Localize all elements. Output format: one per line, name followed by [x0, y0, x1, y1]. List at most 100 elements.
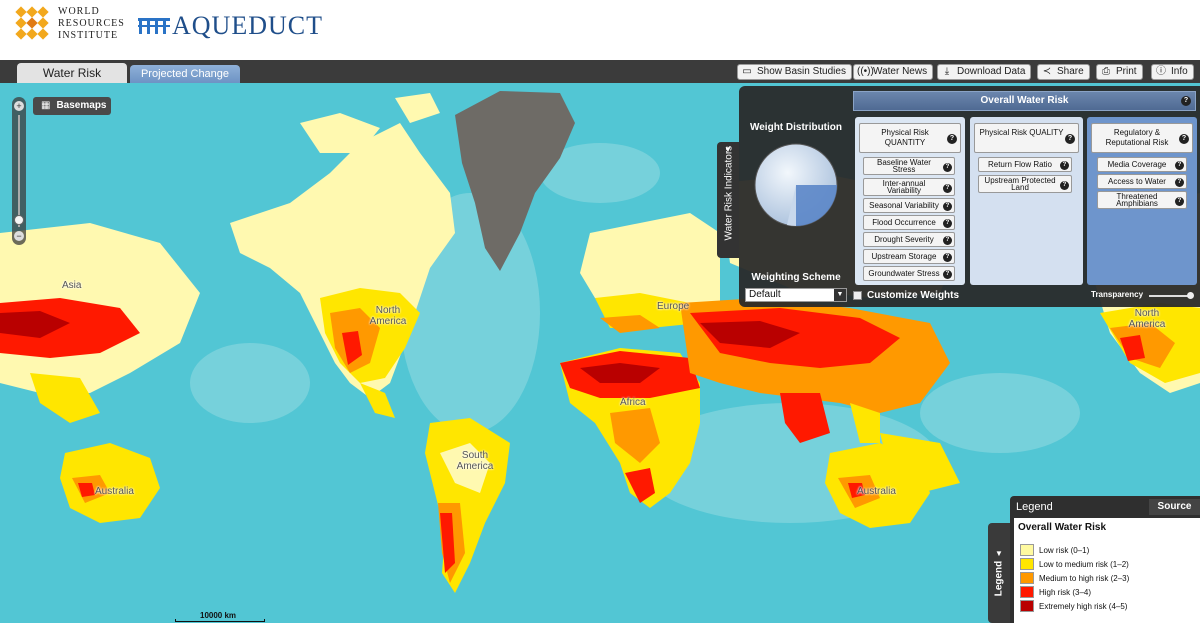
indicator-label: Access to Water: [1108, 177, 1166, 186]
overall-water-risk-label: Overall Water Risk: [980, 95, 1069, 106]
regulatory-reputational-button[interactable]: Regulatory & Reputational Risk ?: [1091, 123, 1193, 153]
legend-panel: Legend Source Overall Water Risk Low ris…: [1010, 496, 1200, 623]
overall-water-risk-header[interactable]: Overall Water Risk ?: [853, 91, 1196, 111]
legend-item-label: Extremely high risk (4–5): [1039, 601, 1128, 611]
indicator-drought-severity[interactable]: Drought Severity ?: [863, 232, 955, 247]
customize-weights-checkbox[interactable]: [853, 291, 862, 300]
help-icon[interactable]: ?: [943, 236, 952, 245]
zoom-control: + −: [12, 97, 26, 245]
legend-tab[interactable]: ▼ Legend: [988, 523, 1010, 623]
water-risk-indicators-tab[interactable]: ▼ Water Risk Indicators: [717, 142, 739, 258]
indicator-label: Seasonal Variability: [869, 201, 939, 210]
physical-risk-quantity-button[interactable]: Physical Risk QUANTITY ?: [859, 123, 961, 153]
print-label: Print: [1116, 66, 1137, 77]
physical-risk-quantity-label: Physical Risk QUANTITY: [881, 128, 929, 147]
indicator-flood-occurrence[interactable]: Flood Occurrence ?: [863, 215, 955, 230]
basemaps-button[interactable]: ▦ Basemaps: [33, 97, 111, 115]
indicator-media-coverage[interactable]: Media Coverage ?: [1097, 157, 1187, 172]
help-icon[interactable]: ?: [943, 253, 952, 262]
indicator-seasonal-variability[interactable]: Seasonal Variability ?: [863, 198, 955, 213]
help-icon[interactable]: ?: [943, 219, 952, 228]
map-label-asia: Asia: [62, 280, 82, 291]
legend-swatch: [1020, 586, 1034, 598]
indicator-access-to-water[interactable]: Access to Water ?: [1097, 174, 1187, 189]
indicator-inter-annual-variability[interactable]: Inter-annual Variability ?: [863, 178, 955, 196]
grid-icon: ▦: [41, 100, 51, 111]
collapse-arrow-icon: ▼: [724, 145, 732, 154]
help-icon[interactable]: ?: [1060, 161, 1069, 170]
share-icon: ≺: [1042, 66, 1052, 77]
help-icon[interactable]: ?: [1065, 134, 1075, 144]
physical-risk-quality-label: Physical Risk QUALITY: [979, 128, 1064, 137]
indicators-tab-label: Water Risk Indicators: [723, 145, 735, 241]
share-label: Share: [1057, 66, 1084, 77]
chevron-down-icon: ▼: [834, 289, 846, 301]
legend-item: Extremely high risk (4–5): [1020, 600, 1127, 612]
zoom-in-button[interactable]: +: [14, 101, 24, 111]
window-icon: ▭: [742, 66, 752, 77]
indicator-groundwater-stress[interactable]: Groundwater Stress ?: [863, 266, 955, 281]
indicator-label: Upstream Storage: [871, 252, 937, 261]
indicator-label: Upstream Protected Land: [984, 176, 1056, 192]
map-label-south-america: South America: [456, 450, 494, 472]
info-icon: ⓘ: [1156, 66, 1166, 77]
legend-item-label: Low risk (0–1): [1039, 545, 1090, 555]
org-name-line3: INSTITUTE: [58, 30, 119, 41]
download-icon: ⤓: [944, 66, 950, 77]
wri-wordmark: WORLD RESOURCES INSTITUTE: [58, 6, 125, 42]
print-button[interactable]: ⎙ Print: [1096, 64, 1143, 80]
zoom-slider-track[interactable]: [18, 115, 20, 227]
help-icon[interactable]: ?: [943, 202, 952, 211]
indicator-return-flow-ratio[interactable]: Return Flow Ratio ?: [978, 157, 1072, 172]
legend-title: Legend: [1016, 501, 1053, 513]
map-label-africa: Africa: [620, 397, 646, 408]
tab-projected-change[interactable]: Projected Change: [130, 65, 240, 83]
help-icon[interactable]: ?: [943, 270, 952, 279]
transparency-slider[interactable]: [1149, 295, 1193, 297]
zoom-out-button[interactable]: −: [14, 231, 24, 241]
physical-risk-quality-button[interactable]: Physical Risk QUALITY ?: [974, 123, 1079, 153]
weighting-scheme-value: Default: [749, 289, 781, 300]
share-button[interactable]: ≺ Share: [1037, 64, 1090, 80]
indicator-label: Media Coverage: [1107, 160, 1167, 169]
indicator-threatened-amphibians[interactable]: Threatened Amphibians ?: [1097, 191, 1187, 209]
transparency-label: Transparency: [1091, 290, 1144, 299]
water-news-label: Water News: [873, 66, 928, 77]
aqueduct-logo-icon: [138, 18, 170, 34]
help-icon[interactable]: ?: [1060, 181, 1069, 190]
legend-item: High risk (3–4): [1020, 586, 1091, 598]
indicator-label: Flood Occurrence: [872, 218, 936, 227]
help-icon[interactable]: ?: [1175, 197, 1184, 206]
help-icon[interactable]: ?: [1181, 96, 1191, 106]
map-label-north-america: North America: [369, 305, 407, 327]
download-data-button[interactable]: ⤓ Download Data: [937, 64, 1032, 80]
legend-tab-label: Legend: [993, 560, 1005, 597]
indicator-upstream-protected-land[interactable]: Upstream Protected Land ?: [978, 175, 1072, 193]
info-button[interactable]: ⓘ Info: [1151, 64, 1194, 80]
legend-item-label: Low to medium risk (1–2): [1039, 559, 1129, 569]
indicator-baseline-water-stress[interactable]: Baseline Water Stress ?: [863, 157, 955, 175]
printer-icon: ⎙: [1102, 66, 1110, 77]
help-icon[interactable]: ?: [947, 134, 957, 144]
help-icon[interactable]: ?: [943, 184, 952, 193]
water-news-button[interactable]: ((•)) Water News: [853, 64, 934, 80]
wri-logo-icon: [15, 6, 49, 40]
help-icon[interactable]: ?: [1175, 161, 1184, 170]
tab-water-risk[interactable]: Water Risk: [17, 63, 127, 83]
org-name-line1: WORLD: [58, 6, 100, 17]
indicator-upstream-storage[interactable]: Upstream Storage ?: [863, 249, 955, 264]
regulatory-reputational-column: Regulatory & Reputational Risk ? Media C…: [1087, 117, 1197, 285]
basemaps-label: Basemaps: [56, 100, 107, 111]
weighting-scheme-select[interactable]: Default ▼: [745, 288, 847, 302]
help-icon[interactable]: ?: [1175, 178, 1184, 187]
legend-source-button[interactable]: Source: [1149, 499, 1200, 515]
broadcast-icon: ((•)): [857, 66, 874, 77]
indicator-label: Inter-annual Variability: [882, 179, 926, 195]
zoom-slider-handle[interactable]: [14, 215, 24, 225]
help-icon[interactable]: ?: [943, 163, 952, 172]
help-icon[interactable]: ?: [1179, 134, 1189, 144]
show-basin-studies-button[interactable]: ▭ Show Basin Studies: [737, 64, 852, 80]
transparency-slider-handle[interactable]: [1186, 292, 1194, 299]
indicator-label: Baseline Water Stress: [877, 158, 931, 174]
legend-heading: Overall Water Risk: [1018, 522, 1107, 533]
